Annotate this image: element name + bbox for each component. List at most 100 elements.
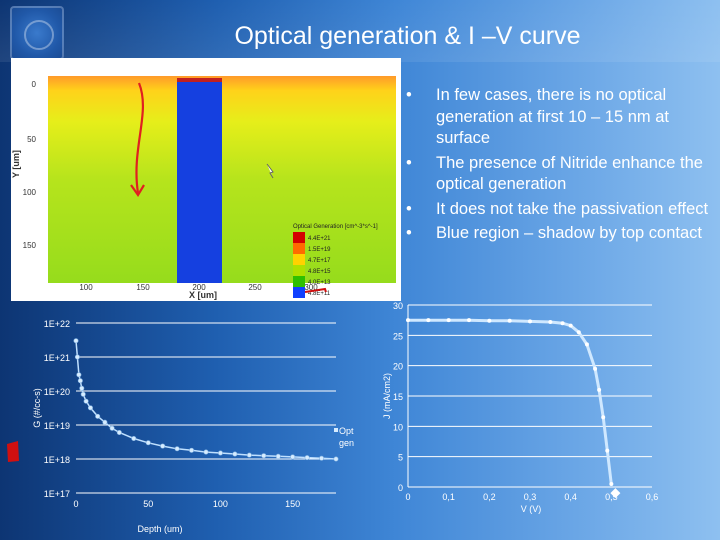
sim-legend-swatch	[293, 254, 305, 265]
jv-y-tick: 5	[398, 453, 403, 463]
g-data-point	[246, 452, 252, 458]
g-data-point	[79, 385, 85, 391]
sim-y-tick: 150	[23, 241, 37, 250]
sim-y-tick: 100	[23, 188, 37, 197]
red-underline-annotation	[304, 287, 327, 293]
jv-y-axis-label: J (mA/cm2)	[382, 373, 392, 419]
g-data-point	[203, 449, 209, 455]
g-data-point	[83, 398, 89, 404]
sim-y-axis-label: Y [um]	[11, 150, 21, 178]
sim-legend-label: 4.4E+21	[308, 236, 331, 242]
jv-x-tick: 0,4	[564, 492, 577, 502]
jv-data-point	[446, 318, 451, 323]
jv-diamond-marker	[610, 488, 621, 499]
g-data-point	[333, 456, 339, 462]
g-data-point	[102, 419, 108, 425]
g-data-point	[145, 440, 151, 446]
g-series-line	[75, 340, 337, 460]
jv-x-axis-label: V (V)	[521, 504, 542, 514]
jv-data-point	[576, 330, 581, 335]
sim-x-tick: 150	[136, 283, 150, 292]
jv-data-point	[406, 318, 410, 323]
g-data-point	[217, 450, 223, 456]
g-legend-label-2: gen	[339, 438, 354, 448]
sim-legend-label: 4.0E+13	[308, 280, 331, 286]
red-arrowhead	[130, 184, 145, 198]
g-data-point	[77, 378, 83, 384]
g-data-point	[160, 443, 166, 449]
jv-data-point	[426, 318, 431, 323]
g-x-tick: 100	[213, 499, 228, 509]
red-arrow-annotation	[135, 82, 144, 194]
simulation-svg: Y [um] X [um] 0 50 100 150 100 150 200 2…	[11, 76, 396, 300]
sim-legend-title: Optical Generation [cm^-3*s^-1]	[293, 224, 378, 230]
g-y-tick: 1E+17	[44, 489, 70, 499]
jv-x-tick: 0,5	[605, 492, 618, 502]
g-legend-marker	[334, 428, 338, 432]
g-y-tick: 1E+21	[44, 353, 70, 363]
g-data-point	[76, 372, 82, 378]
bullet-list: • In few cases, there is no optical gener…	[404, 85, 716, 248]
g-x-axis-label: Depth (um)	[137, 524, 182, 534]
jv-data-point	[597, 387, 602, 392]
jv-y-tick: 15	[393, 392, 403, 402]
jv-x-tick: 0	[405, 492, 410, 502]
jv-data-point	[584, 342, 589, 347]
g-y-axis-label: G (#/cc-s)	[32, 388, 42, 428]
red-marker-annotation	[7, 441, 19, 462]
sim-legend-label: 1.5E+19	[308, 247, 331, 253]
contact-shadow-region	[177, 80, 222, 283]
sim-legend-label: 4.7E+17	[308, 258, 331, 264]
jv-data-point	[507, 318, 512, 323]
sim-x-tick: 200	[192, 283, 206, 292]
generation-depth-chart: 1E+17 1E+18 1E+19 1E+20 1E+21 1E+22 0 50 100 150 D…	[32, 319, 354, 534]
g-data-point	[275, 453, 281, 459]
jv-series-line	[408, 318, 613, 485]
bullet-item: • The presence of Nitride enhance the opt…	[406, 153, 703, 194]
g-data-point	[74, 354, 80, 360]
jv-data-point	[593, 366, 598, 371]
g-y-tick: 1E+20	[44, 387, 70, 397]
g-data-point	[304, 455, 310, 461]
sim-x-tick: 300	[304, 283, 318, 292]
jv-x-tick: 0,1	[442, 492, 455, 502]
g-data-point	[232, 451, 238, 457]
g-data-point	[174, 446, 180, 452]
sim-x-tick: 100	[79, 283, 93, 292]
bullet-text: Blue region – shadow by top contact	[436, 224, 703, 242]
jv-data-point	[548, 319, 553, 324]
bullet-item: • It does not take the passivation effect	[406, 199, 709, 218]
sim-legend: 4.4E+21 1.5E+19 4.7E+17 4.8E+15 4.0E+13 4.8E+…	[293, 232, 331, 298]
jv-y-tick: 0	[398, 483, 403, 493]
g-data-point	[116, 430, 122, 436]
bullet-item: • Blue region – shadow by top contact	[406, 224, 703, 242]
g-data-point	[319, 455, 325, 461]
g-x-tick: 50	[143, 499, 153, 509]
jv-curve-chart: 0 5 10 15 20 25 30 0 0,1 0,2 0,3 0,4 0,5 0,6 V (V) J (m…	[382, 301, 658, 514]
bullet-text: In few cases, there is no optical genera…	[436, 86, 669, 147]
g-x-tick: 150	[285, 499, 300, 509]
sim-x-tick: 250	[248, 283, 262, 292]
jv-data-point	[605, 448, 610, 453]
university-logo	[10, 6, 64, 60]
jv-y-tick: 10	[393, 422, 403, 432]
jv-x-tick: 0,3	[524, 492, 537, 502]
title-band	[0, 0, 720, 62]
g-x-tick: 0	[73, 499, 78, 509]
sim-x-axis-label: X [um]	[189, 290, 217, 300]
g-data-point	[109, 425, 115, 431]
slide-title: Optical generation & I –V curve	[234, 22, 581, 50]
jv-data-point	[568, 323, 573, 328]
sim-legend-swatch	[293, 276, 305, 287]
jv-y-tick: 20	[393, 362, 403, 372]
top-contact	[177, 78, 222, 82]
g-y-tick: 1E+19	[44, 421, 70, 431]
jv-y-tick: 30	[393, 301, 403, 311]
sim-legend-swatch	[293, 243, 305, 254]
bullet-item: • In few cases, there is no optical gener…	[406, 86, 669, 147]
g-data-point	[261, 453, 267, 459]
jv-data-point	[487, 318, 492, 323]
g-data-point	[87, 405, 93, 411]
g-y-tick: 1E+22	[44, 319, 70, 329]
